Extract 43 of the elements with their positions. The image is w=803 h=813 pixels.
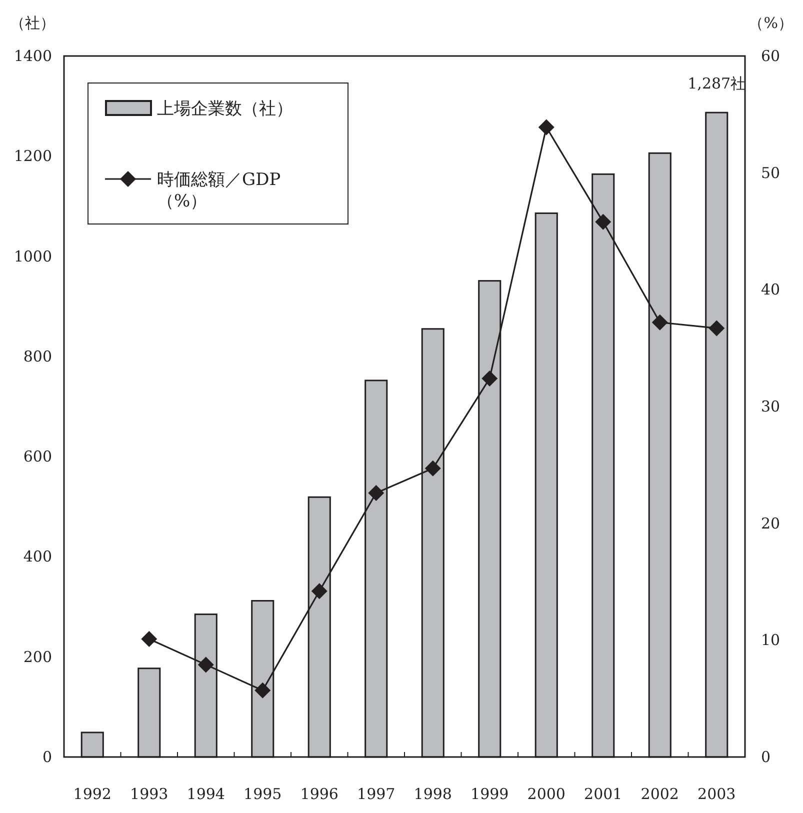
y-tick-label: 1400 [14, 47, 52, 65]
x-tick-label: 1998 [414, 785, 452, 803]
point [538, 119, 554, 136]
x-tick-label: 1997 [357, 785, 396, 803]
y-tick-label: 600 [23, 448, 52, 466]
x-tick-label: 1996 [300, 785, 338, 803]
point [482, 370, 498, 386]
x-tick-label: 1993 [130, 785, 168, 803]
y-tick-label: 0 [42, 748, 52, 766]
x-tick-label: 2002 [640, 785, 679, 803]
point [254, 682, 271, 698]
y2-tick-label: 0 [761, 748, 771, 766]
y-axis-title: （社） [10, 14, 55, 32]
x-tick-label: 1992 [73, 785, 112, 803]
point [708, 320, 725, 336]
point [311, 583, 328, 600]
y-tick-label: 1000 [14, 247, 52, 266]
y2-tick-label: 40 [761, 280, 780, 299]
x-tick-label: 1999 [470, 785, 509, 803]
point [424, 460, 441, 476]
y-tick-label: 1200 [14, 147, 52, 166]
x-tick-label: 2000 [527, 785, 566, 803]
point [141, 631, 158, 647]
point [198, 656, 214, 673]
y2-axis-title: （%） [748, 14, 793, 32]
y2-tick-label: 10 [761, 631, 780, 650]
x-tick-label: 1994 [186, 785, 225, 803]
x-tick-label: 2001 [584, 785, 622, 803]
annotation: 1,287社 [688, 74, 746, 93]
point [595, 214, 612, 230]
y2-tick-label: 30 [761, 398, 780, 416]
y-tick-label: 200 [23, 648, 52, 666]
x-tick-label: 2003 [698, 785, 736, 803]
legend-label: 上場企業数（社） [157, 99, 293, 119]
y2-tick-label: 60 [761, 47, 780, 65]
y-tick-label: 800 [23, 347, 52, 366]
y-tick-label: 400 [23, 548, 52, 566]
y2-tick-label: 50 [761, 164, 780, 182]
x-tick-label: 1995 [244, 785, 282, 803]
point [368, 484, 384, 501]
point [652, 314, 668, 330]
legend-label: 時価総額／GDP （%） [157, 170, 281, 212]
y2-tick-label: 20 [761, 514, 780, 532]
